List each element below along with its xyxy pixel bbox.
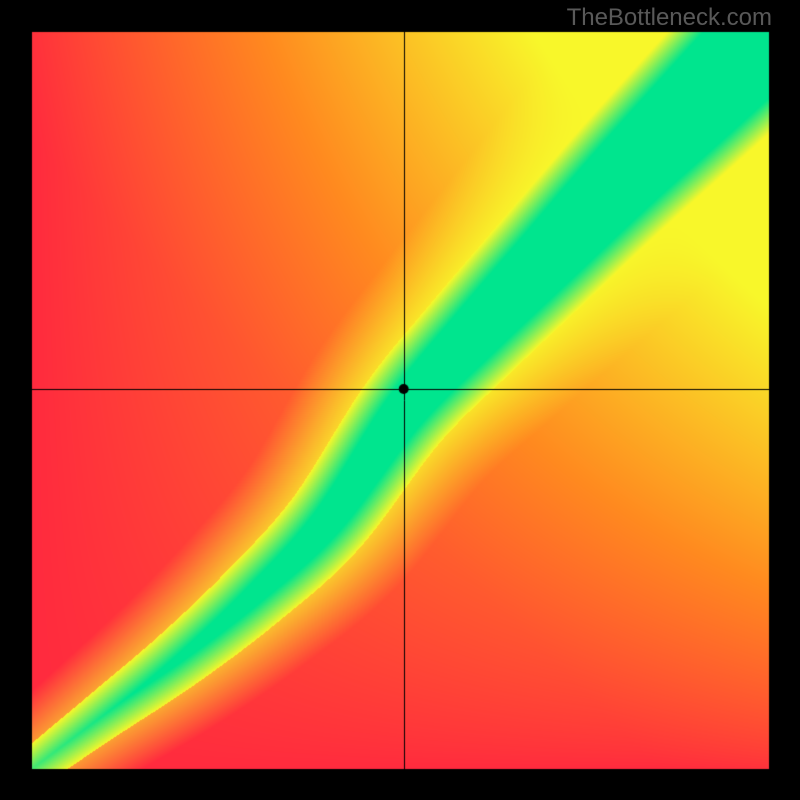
heatmap-canvas: [0, 0, 800, 800]
watermark-text: TheBottleneck.com: [567, 4, 772, 32]
chart-container: TheBottleneck.com: [0, 0, 800, 800]
